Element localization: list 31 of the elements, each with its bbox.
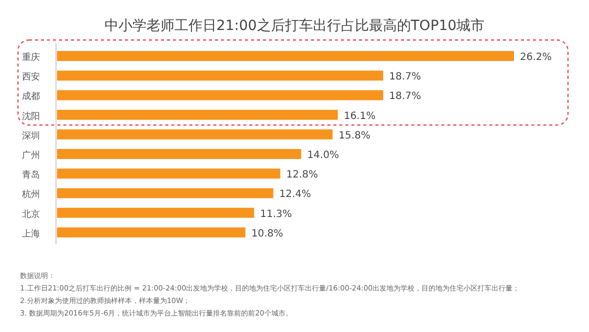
bar [57, 168, 280, 179]
data-label: 18.7% [389, 91, 421, 102]
chart-title: 中小学老师工作日21:00之后打车出行占比最高的TOP10城市 [104, 18, 485, 34]
bar [57, 208, 254, 218]
bar [57, 70, 384, 81]
data-label: 11.3% [260, 208, 292, 220]
y-tick-label: 青岛 [22, 170, 40, 181]
data-label: 26.2% [520, 52, 552, 63]
bar [57, 188, 274, 198]
y-tick-label: 上海 [22, 228, 40, 240]
bar [57, 227, 246, 238]
bar [57, 149, 302, 159]
data-label: 10.8% [251, 228, 284, 240]
data-label: 12.8% [286, 170, 318, 181]
bar [57, 110, 338, 120]
y-tick-label: 北京 [22, 208, 40, 220]
y-tick-label: 重庆 [22, 52, 40, 63]
y-tick-label: 沈阳 [22, 110, 40, 122]
y-tick-label: 杭州 [21, 189, 40, 200]
y-tick-label: 广州 [22, 150, 40, 161]
y-tick-label: 西安 [22, 72, 40, 83]
data-label: 16.1% [344, 110, 376, 122]
data-label: 14.0% [307, 150, 339, 161]
y-tick-label: 成都 [22, 91, 40, 102]
data-label: 15.8% [338, 130, 370, 142]
data-label: 12.4% [279, 189, 312, 200]
bar [57, 129, 333, 140]
data-label: 18.7% [389, 72, 421, 83]
bar [57, 90, 384, 100]
bar [57, 51, 514, 61]
y-tick-label: 深圳 [22, 130, 40, 142]
